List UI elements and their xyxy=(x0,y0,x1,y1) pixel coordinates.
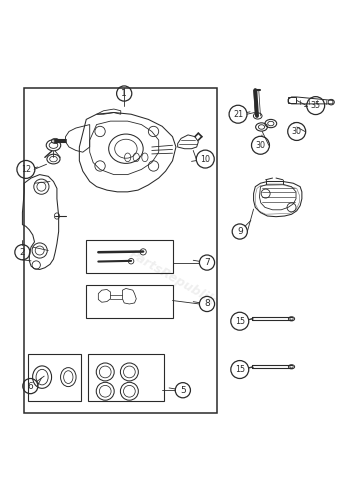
Text: 21: 21 xyxy=(233,110,243,119)
Bar xyxy=(86,240,172,273)
Bar xyxy=(86,285,172,318)
Text: 9: 9 xyxy=(237,227,243,236)
Text: 35: 35 xyxy=(310,101,321,110)
Text: 10: 10 xyxy=(200,155,210,163)
Text: 8: 8 xyxy=(204,300,210,309)
Bar xyxy=(28,354,81,401)
Text: 12: 12 xyxy=(21,165,31,174)
Text: 30: 30 xyxy=(256,141,265,150)
Text: 5: 5 xyxy=(180,386,186,395)
Text: 30: 30 xyxy=(292,127,302,136)
Bar xyxy=(88,354,164,401)
Text: 15: 15 xyxy=(235,317,245,326)
Text: 2: 2 xyxy=(20,247,25,257)
Text: 15: 15 xyxy=(235,365,245,374)
Text: 7: 7 xyxy=(204,258,210,267)
Text: 1: 1 xyxy=(121,89,127,98)
Text: PartsRepublik: PartsRepublik xyxy=(127,248,218,308)
Bar xyxy=(288,97,296,103)
Text: 6: 6 xyxy=(28,382,33,391)
